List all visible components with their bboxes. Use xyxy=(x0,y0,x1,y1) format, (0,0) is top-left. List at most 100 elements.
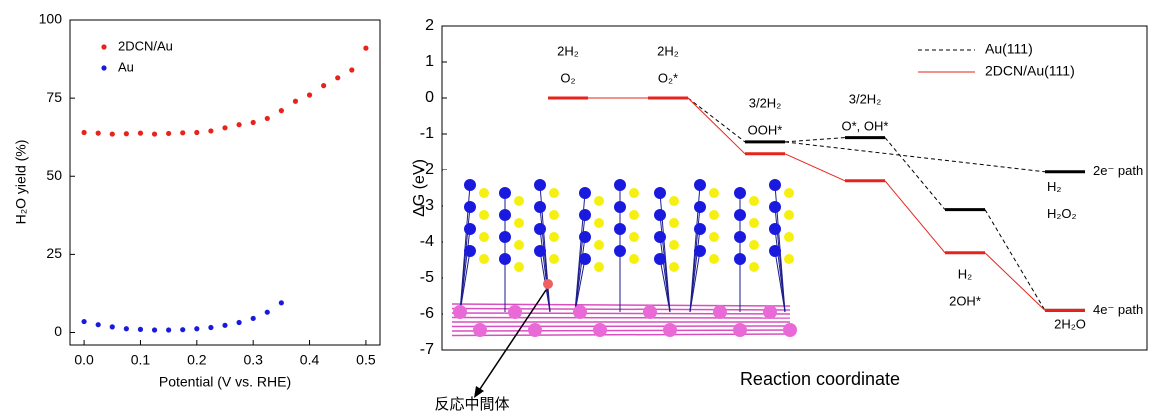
y-tick-label: -2 xyxy=(420,161,434,178)
atom xyxy=(784,188,794,198)
y-tick-label: 75 xyxy=(46,89,62,105)
path-label: 2e⁻ path xyxy=(1093,163,1143,178)
x-tick-label: 0.3 xyxy=(243,352,263,368)
atom xyxy=(749,240,759,250)
y-tick-label: 50 xyxy=(46,167,62,183)
atom xyxy=(514,262,524,272)
atom xyxy=(784,254,794,264)
y-tick-label: 25 xyxy=(46,245,62,261)
x-axis-label: Reaction coordinate xyxy=(740,369,900,389)
x-axis-label: Potential (V vs. RHE) xyxy=(159,374,291,390)
atom xyxy=(734,209,746,221)
atom xyxy=(534,179,546,191)
legend-label: 2DCN/Au(111) xyxy=(985,63,1075,79)
y-tick-label: -1 xyxy=(420,125,434,142)
atom xyxy=(549,232,559,242)
data-point xyxy=(81,130,86,135)
atom xyxy=(499,187,511,199)
data-point xyxy=(166,327,171,332)
atom xyxy=(709,254,719,264)
atom xyxy=(769,201,781,213)
atom xyxy=(629,254,639,264)
atom xyxy=(579,209,591,221)
atom xyxy=(614,201,626,213)
species-label: 2H₂ xyxy=(557,43,579,58)
connector xyxy=(885,181,945,253)
atom xyxy=(464,245,476,257)
data-point xyxy=(236,122,241,127)
atom xyxy=(709,232,719,242)
data-point xyxy=(124,326,129,331)
data-point xyxy=(152,327,157,332)
legend-label: Au(111) xyxy=(985,41,1033,57)
x-tick-label: 0.4 xyxy=(300,352,320,368)
species-label: 2OH* xyxy=(949,293,981,308)
data-point xyxy=(208,128,213,133)
atom xyxy=(549,188,559,198)
atom xyxy=(594,262,604,272)
atom xyxy=(579,253,591,265)
atom xyxy=(499,209,511,221)
species-label: OOH* xyxy=(748,122,783,137)
data-point xyxy=(265,310,270,315)
data-point xyxy=(110,131,115,136)
atom xyxy=(594,240,604,250)
atom xyxy=(713,305,727,319)
species-label: 2H₂ xyxy=(657,43,679,58)
atom xyxy=(769,223,781,235)
atom xyxy=(594,196,604,206)
atom xyxy=(733,323,747,337)
y-tick-label: -7 xyxy=(420,341,434,358)
data-point xyxy=(194,130,199,135)
atom xyxy=(629,188,639,198)
x-tick-label: 0.1 xyxy=(131,352,151,368)
atom xyxy=(643,305,657,319)
atom xyxy=(769,179,781,191)
legend-marker xyxy=(101,65,106,70)
atom xyxy=(499,231,511,243)
atom xyxy=(614,179,626,191)
x-tick-label: 0.0 xyxy=(74,352,94,368)
data-point xyxy=(349,67,354,72)
atom xyxy=(784,232,794,242)
species-label: O₂ xyxy=(560,70,575,85)
data-point xyxy=(81,319,86,324)
atom xyxy=(514,196,524,206)
atom xyxy=(734,253,746,265)
atom xyxy=(769,245,781,257)
atom xyxy=(784,210,794,220)
y-tick-label: -5 xyxy=(420,269,434,286)
annotation: 反応中間体 xyxy=(434,396,509,413)
y-tick-label: 0 xyxy=(54,323,62,339)
data-point xyxy=(194,326,199,331)
data-point xyxy=(208,325,213,330)
atom xyxy=(783,323,797,337)
data-point xyxy=(293,99,298,104)
species-label: H₂O₂ xyxy=(1047,206,1077,221)
atom xyxy=(654,231,666,243)
legend-label: Au xyxy=(118,59,134,74)
species-label: O₂* xyxy=(658,70,678,85)
atom xyxy=(534,201,546,213)
data-point xyxy=(321,83,326,88)
legend-marker xyxy=(101,44,106,49)
atom xyxy=(669,218,679,228)
connector xyxy=(885,138,945,210)
atom xyxy=(763,305,777,319)
atom xyxy=(629,210,639,220)
atom xyxy=(499,253,511,265)
data-point xyxy=(222,125,227,130)
atom xyxy=(579,231,591,243)
atom xyxy=(749,218,759,228)
species-label: 3/2H₂ xyxy=(849,91,882,106)
y-tick-label: 100 xyxy=(39,11,63,27)
atom xyxy=(514,218,524,228)
data-point xyxy=(152,131,157,136)
data-point xyxy=(222,323,227,328)
data-point xyxy=(110,324,115,329)
atom xyxy=(694,245,706,257)
atom xyxy=(749,262,759,272)
atom xyxy=(479,210,489,220)
slab-line xyxy=(452,313,790,314)
y-tick-label: 2 xyxy=(425,17,434,34)
